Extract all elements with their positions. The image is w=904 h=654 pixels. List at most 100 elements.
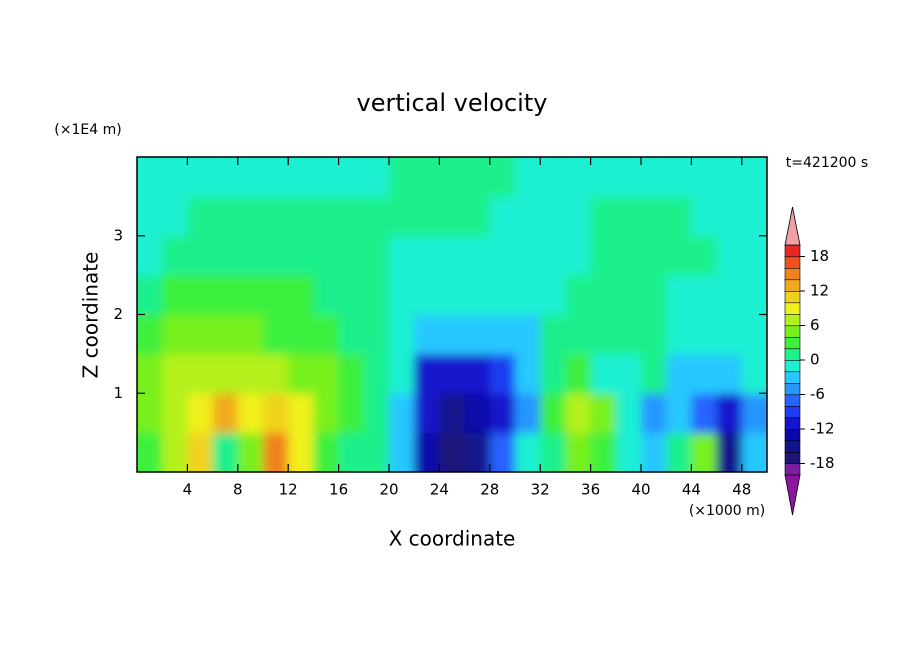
colorbar-band	[784, 302, 801, 315]
contour-cell	[641, 157, 667, 197]
contour-cell	[615, 196, 642, 237]
contour-cell	[641, 196, 667, 237]
field	[137, 157, 767, 472]
contour-cell	[187, 314, 214, 355]
contour-cell	[288, 275, 314, 316]
contour-cell	[615, 275, 642, 316]
contour-cell	[565, 432, 592, 472]
contour-cell	[590, 432, 617, 472]
contour-cell	[162, 314, 188, 355]
contour-cell	[414, 314, 440, 355]
contour-cell	[162, 157, 188, 197]
contour-cell	[363, 196, 390, 237]
contour-cell	[515, 393, 541, 434]
x-tick-label: 28	[480, 481, 499, 499]
contour-cell	[439, 314, 466, 355]
contour-cell	[338, 157, 365, 197]
contour-cell	[489, 353, 516, 394]
contour-cell	[565, 196, 592, 237]
contour-cell	[137, 353, 163, 394]
contour-cell	[641, 353, 667, 394]
contour-cell	[313, 393, 340, 434]
contour-cell	[263, 157, 289, 197]
contour-cell	[439, 235, 466, 276]
contour-cell	[464, 157, 491, 197]
colorbar-tick-label: -12	[810, 420, 835, 438]
chart-title: vertical velocity	[357, 89, 548, 117]
contour-cell	[263, 432, 289, 472]
contour-cell	[363, 353, 390, 394]
contour-cell	[615, 314, 642, 355]
colorbar-band	[784, 371, 801, 384]
contour-cell	[741, 393, 767, 434]
contour-cell	[237, 157, 264, 197]
contour-cell	[389, 275, 415, 316]
contour-cell	[263, 353, 289, 394]
x-unit: (×1000 m)	[689, 503, 765, 519]
contour-cell	[691, 275, 718, 316]
contour-cell	[515, 157, 541, 197]
contour-cell	[590, 235, 617, 276]
contour-cell	[288, 432, 314, 472]
contour-cell	[338, 196, 365, 237]
colorbar-band	[784, 359, 801, 373]
colorbar-tick-label: 12	[810, 282, 829, 300]
contour-cell	[162, 353, 188, 394]
contour-cell	[288, 196, 314, 237]
contour-cell	[489, 196, 516, 237]
contour-cell	[439, 275, 466, 316]
contour-cell	[590, 353, 617, 394]
contour-cell	[237, 275, 264, 316]
contour-cell	[590, 314, 617, 355]
contour-cell	[389, 196, 415, 237]
y-axis-label: Z coordinate	[79, 252, 103, 379]
contour-cell	[137, 275, 163, 316]
contour-cell	[212, 353, 239, 394]
contour-cell	[363, 432, 390, 472]
colorbar-tick-label: -18	[810, 454, 835, 472]
contour-cell	[716, 235, 743, 276]
contour-cell	[313, 275, 340, 316]
contour-cell	[666, 157, 692, 197]
contour-cell	[565, 235, 592, 276]
contour-cell	[313, 157, 340, 197]
colorbar: -18 -12 -6 0 6 12 18	[784, 206, 835, 516]
contour-cell	[363, 393, 390, 434]
contour-cell	[666, 275, 692, 316]
contour-cell	[716, 353, 743, 394]
y-tick-label: 3	[113, 226, 123, 244]
contour-cell	[716, 314, 743, 355]
contour-cell	[565, 393, 592, 434]
contour-cell	[716, 275, 743, 316]
contour-cell	[641, 432, 667, 472]
contour-cell	[489, 157, 516, 197]
contour-cell	[741, 353, 767, 394]
contour-cell	[137, 314, 163, 355]
contour-cell	[313, 353, 340, 394]
contour-cell	[464, 196, 491, 237]
contour-cell	[666, 353, 692, 394]
colorbar-band	[784, 428, 801, 442]
contour-cell	[565, 275, 592, 316]
colorbar-tick-label: 6	[810, 316, 820, 334]
contour-cell	[363, 314, 390, 355]
contour-cell	[540, 196, 566, 237]
contour-cell	[313, 196, 340, 237]
colorbar-band	[784, 244, 801, 258]
x-tick-label: 36	[581, 481, 600, 499]
contour-cell	[137, 393, 163, 434]
contour-cell	[162, 432, 188, 472]
contour-cell	[691, 393, 718, 434]
contour-cell	[414, 235, 440, 276]
contour-cell	[464, 314, 491, 355]
contour-cell	[414, 353, 440, 394]
contour-cell	[540, 353, 566, 394]
contour-cell	[212, 432, 239, 472]
y-unit: (×1E4 m)	[54, 122, 121, 138]
contour-cell	[263, 196, 289, 237]
contour-cell	[212, 157, 239, 197]
contour-cell	[716, 393, 743, 434]
x-tick-label: 24	[430, 481, 449, 499]
